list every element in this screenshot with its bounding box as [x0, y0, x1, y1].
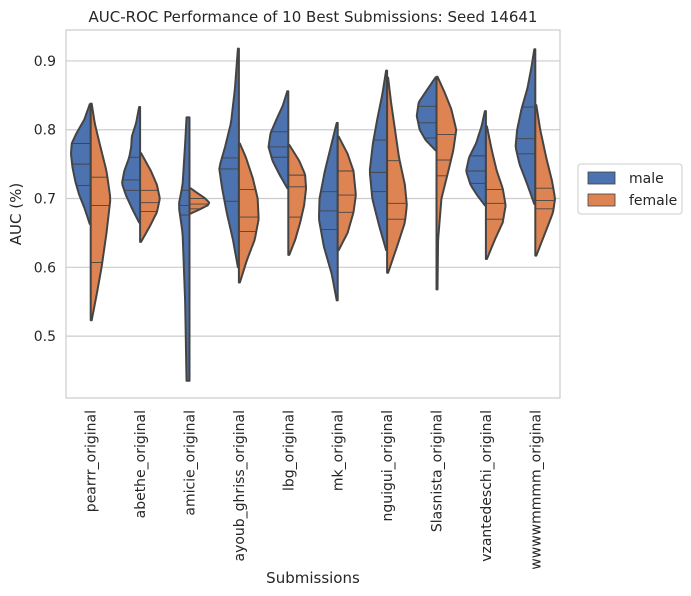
y-tick-label: 0.8	[34, 123, 56, 139]
x-tick-label: mk_original	[331, 410, 347, 491]
y-tick-label: 0.6	[34, 260, 56, 276]
violin-body	[534, 103, 556, 257]
x-tick-label: ayoub_ghriss_original	[232, 410, 248, 562]
violin-half-male	[465, 110, 487, 207]
x-tick-label: lbg_original	[281, 410, 297, 491]
violin-half-female	[287, 143, 307, 256]
violin-body	[121, 106, 142, 224]
violin-half-male	[318, 121, 339, 302]
x-tick-labels: pearrr_original abethe_original amicie_ori…	[84, 410, 545, 570]
x-tick-label: amicie_original	[183, 410, 199, 516]
legend-swatch-female	[587, 193, 616, 207]
violin-half-male	[121, 106, 142, 224]
y-tick-label: 0.7	[34, 192, 56, 208]
violin-body	[386, 76, 408, 274]
x-tick-label: pearrr_original	[84, 410, 100, 512]
chart-title: AUC-ROC Performance of 10 Best Submissio…	[89, 8, 538, 26]
violin-body	[368, 69, 389, 252]
violin-half-male	[415, 76, 438, 152]
violin-body	[336, 135, 357, 252]
violin-half-female	[435, 75, 458, 291]
violin-half-female	[484, 125, 507, 261]
violin-layer	[70, 47, 556, 382]
violin-body	[237, 142, 260, 284]
violin-half-male	[267, 90, 290, 190]
y-axis-label: AUC (%)	[7, 183, 25, 245]
violin-half-female	[237, 142, 260, 284]
violin-half-female	[386, 76, 408, 274]
violin-body	[139, 152, 161, 243]
legend: male female	[577, 163, 683, 215]
x-axis-label: Submissions	[266, 569, 360, 587]
legend-label-female: female	[629, 193, 677, 209]
violin-half-female	[534, 103, 556, 257]
x-tick-label: nguigui_original	[380, 410, 396, 522]
plot-frame	[65, 29, 561, 399]
y-tick-label: 0.5	[34, 329, 56, 345]
x-tick-label: abethe_original	[133, 410, 149, 518]
violin-body	[484, 125, 507, 261]
violin-half-female	[89, 102, 112, 322]
violin-body	[318, 121, 339, 302]
violin-half-male	[70, 103, 92, 225]
violin-body	[514, 48, 537, 206]
legend-label-male: male	[629, 171, 664, 187]
violin-body	[178, 116, 191, 382]
violin-body	[267, 90, 290, 190]
y-tick-label: 0.9	[34, 54, 56, 70]
y-tick-labels: 0.5 0.6 0.7 0.8 0.9	[34, 54, 56, 345]
legend-swatch-male	[587, 171, 616, 185]
violin-body	[465, 110, 487, 207]
violin-half-female	[336, 135, 357, 252]
violin-body	[188, 187, 211, 215]
violin-body	[415, 76, 438, 152]
x-tick-label: wwwwmmmm_original	[528, 410, 544, 570]
violin-body	[287, 143, 307, 256]
violin-half-female	[139, 152, 161, 243]
violin-half-male	[218, 47, 240, 269]
x-tick-label: Slasnista_original	[430, 410, 446, 532]
violin-body	[89, 102, 112, 322]
violin-half-male	[514, 48, 537, 206]
violin-body	[435, 75, 458, 291]
violin-half-male	[368, 69, 389, 252]
violin-half-female	[188, 187, 211, 215]
violin-half-male	[178, 116, 191, 382]
x-tick-label: vzantedeschi_original	[479, 410, 495, 562]
